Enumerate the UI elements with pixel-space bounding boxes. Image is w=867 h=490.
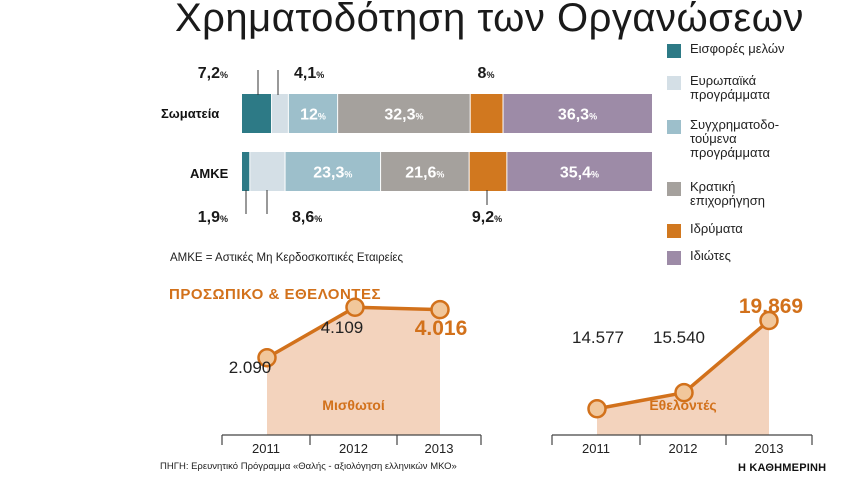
area-fill <box>597 320 769 435</box>
category-label-amke: ΑΜΚΕ <box>190 166 229 181</box>
legend-label: Ιδρύματα <box>690 221 743 236</box>
bar-segment-state <box>380 152 470 191</box>
legend-item-eu-programs: Ευρωπαϊκά προγράμματα <box>667 74 770 102</box>
legend-swatch <box>667 76 681 90</box>
bar-value-label-foundations: 8% <box>478 65 495 82</box>
legend-label: Ευρωπαϊκά προγράμματα <box>690 73 770 102</box>
bar-segment-foundations <box>469 152 507 191</box>
point-value-label: 15.540 <box>653 328 705 347</box>
bar-segment-state <box>337 94 471 133</box>
legend-item-cofinanced: Συγχρηματοδο- τούμενα προγράμματα <box>667 118 779 160</box>
bar-segment-private <box>503 94 652 133</box>
x-tick-label: 2012 <box>669 441 698 456</box>
area-chart-volunteers: 14.577 15.540 19.869 Εθελοντές 2011 2012 2013 <box>551 295 813 456</box>
legend-swatch <box>667 224 681 238</box>
category-label-somateia: Σωματεία <box>161 106 220 121</box>
area-chart-staff: 2.090 4.109 4.016 Μισθωτοί 2011 2012 2013 <box>221 297 482 456</box>
area-fill <box>267 307 440 435</box>
bar-segment-private <box>506 152 652 191</box>
data-point <box>345 297 365 318</box>
point-value-label: 19.869 <box>739 295 803 318</box>
legend-item-state: Κρατική επιχορήγηση <box>667 180 765 208</box>
data-point <box>759 310 779 331</box>
legend-swatch <box>667 120 681 134</box>
data-point <box>430 299 450 320</box>
bar-value-label-state: 32,3% <box>384 107 423 124</box>
legend-label: Εισφορές μελών <box>690 41 785 56</box>
bar-value-label-foundations: 9,2% <box>472 209 502 226</box>
legend-item-member-fees: Εισφορές μελών <box>667 42 785 58</box>
publisher-brand: Η ΚΑΘΗΜΕΡΙΝΗ <box>738 462 827 474</box>
legend-label: Κρατική επιχορήγηση <box>690 179 765 208</box>
point-value-label: 4.016 <box>415 317 468 340</box>
legend-swatch <box>667 182 681 196</box>
bar-segment-cofinanced <box>288 94 338 133</box>
legend-item-private: Ιδιώτες <box>667 249 731 265</box>
source-note: ΠΗΓΗ: Ερευνητικό Πρόγραμμα «Θαλής - αξιο… <box>160 461 457 472</box>
bar-segment-eu-programs <box>271 94 289 133</box>
bar-value-label-private: 36,3% <box>558 107 597 124</box>
x-tick-label: 2012 <box>339 441 368 456</box>
abbreviation-note: ΑΜΚΕ = Αστικές Μη Κερδοσκοπικές Εταιρείε… <box>170 252 404 264</box>
x-tick-label: 2011 <box>252 441 280 456</box>
bar-segment-cofinanced <box>285 152 381 191</box>
x-tick-label: 2013 <box>755 441 784 456</box>
legend-label: Συγχρηματοδο- τούμενα προγράμματα <box>690 117 780 160</box>
legend-label: Ιδιώτες <box>690 248 731 263</box>
bar-value-label-state: 21,6% <box>405 165 444 182</box>
bar-value-label-cofinanced: 12% <box>300 107 326 124</box>
bar-row-somateia: 7,2% 4,1% 12% 32,3% 8% 36,3% <box>198 65 652 133</box>
data-point <box>257 348 277 368</box>
data-point <box>587 398 607 419</box>
legend-swatch <box>667 251 681 265</box>
legend-item-foundations: Ιδρύματα <box>667 222 743 238</box>
bar-row-amke: 1,9% 8,6% 23,3% 21,6% 9,2% 35,4% <box>198 152 652 226</box>
bar-segment-member-fees <box>242 152 250 191</box>
series-label: Μισθωτοί <box>322 397 385 413</box>
bar-segment-foundations <box>470 94 504 133</box>
point-value-label: 14.577 <box>572 328 624 347</box>
x-tick-label: 2011 <box>582 441 610 456</box>
legend-swatch <box>667 44 681 58</box>
point-value-label: 2.090 <box>229 358 272 377</box>
data-point <box>674 382 694 403</box>
x-tick-label: 2013 <box>425 441 454 456</box>
bar-segment-eu-programs <box>249 152 286 191</box>
chart-title: Χρηματοδότηση των Οργανώσεων <box>175 0 804 40</box>
bar-value-label-eu-programs: 8,6% <box>292 209 322 226</box>
bar-value-label-cofinanced: 23,3% <box>313 165 352 182</box>
bar-value-label-eu-programs: 4,1% <box>294 65 324 82</box>
staff-section-title: ΠΡΟΣΩΠΙΚΟ & ΕΘΕΛΟΝΤΕΣ <box>169 286 381 303</box>
stacked-bar-chart: 7,2% 4,1% 12% 32,3% 8% 36,3% 1,9% 8,6% 23,3% 21,6… <box>198 65 652 226</box>
bar-segment-member-fees <box>242 94 272 133</box>
series-label: Εθελοντές <box>649 397 716 413</box>
bar-value-label-member-fees: 7,2% <box>198 65 228 82</box>
bar-value-label-private: 35,4% <box>560 165 599 182</box>
bar-value-label-member-fees: 1,9% <box>198 209 228 226</box>
point-value-label: 4.109 <box>321 318 364 337</box>
